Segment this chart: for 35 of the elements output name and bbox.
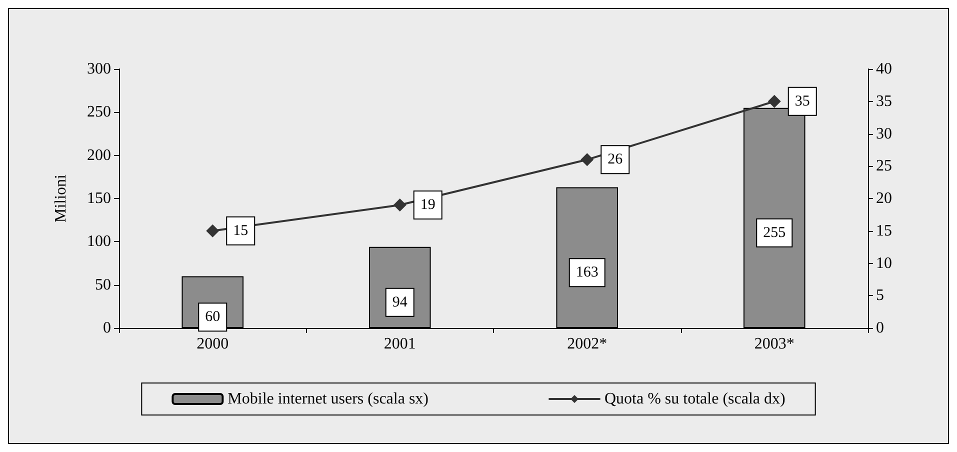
y2-tick-label: 5 bbox=[876, 287, 884, 304]
x-tick-label: 2003* bbox=[754, 336, 794, 352]
y-tick-label: 250 bbox=[87, 104, 111, 121]
y-tick-label: 150 bbox=[87, 190, 111, 207]
y2-tick-label: 15 bbox=[876, 222, 892, 240]
data-label: 19 bbox=[420, 196, 436, 213]
data-label: 26 bbox=[608, 152, 624, 168]
point bbox=[206, 224, 220, 238]
point bbox=[768, 94, 781, 108]
data-label: 60 bbox=[205, 309, 220, 326]
point bbox=[580, 153, 594, 166]
y2-tick-label: 35 bbox=[876, 92, 892, 110]
x-tick-label: 2001 bbox=[384, 336, 416, 352]
y2-tick-label: 40 bbox=[876, 60, 892, 78]
y-axis-title: Milioni bbox=[52, 174, 70, 223]
y2-tick-label: 25 bbox=[876, 158, 892, 175]
y-tick-label: 0 bbox=[103, 320, 111, 336]
y-tick-label: 300 bbox=[87, 60, 111, 78]
data-label: 163 bbox=[576, 264, 598, 281]
point bbox=[393, 198, 406, 212]
y2-tick-label: 30 bbox=[876, 125, 892, 142]
y2-tick-label: 0 bbox=[876, 320, 884, 336]
x-tick-label: 2002* bbox=[567, 336, 608, 352]
data-label: 255 bbox=[763, 224, 786, 241]
x-tick-label: 2000 bbox=[196, 336, 229, 352]
data-label: 35 bbox=[794, 93, 810, 110]
y2-tick-label: 10 bbox=[876, 254, 892, 272]
data-label: 15 bbox=[233, 222, 248, 239]
y-tick-label: 200 bbox=[87, 146, 111, 164]
legend-label: Quota % su totale (scala dx) bbox=[604, 390, 786, 408]
y2-tick-label: 20 bbox=[876, 190, 892, 207]
y-tick-label: 50 bbox=[95, 276, 111, 294]
y-tick-label: 100 bbox=[87, 233, 111, 250]
legend-label: Mobile internet users (scala sx) bbox=[228, 390, 428, 408]
data-label: 94 bbox=[392, 294, 408, 310]
